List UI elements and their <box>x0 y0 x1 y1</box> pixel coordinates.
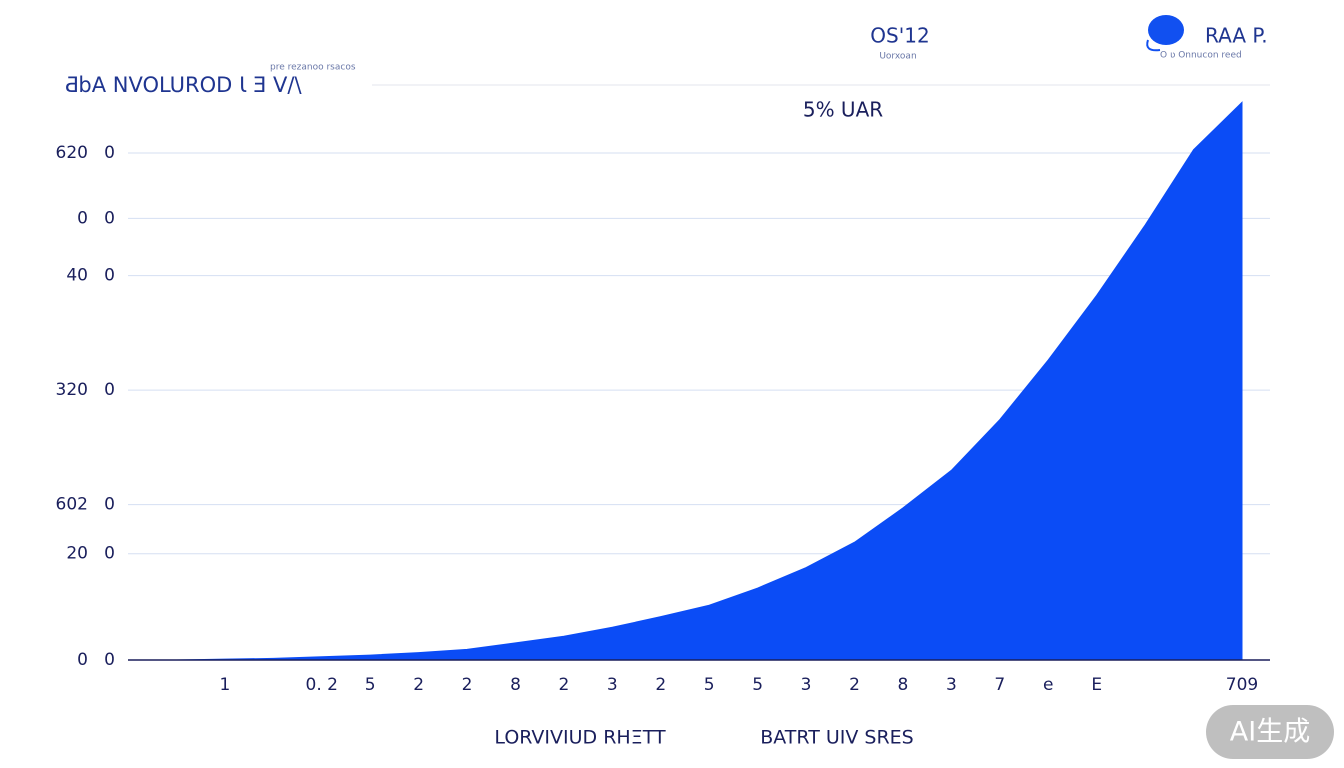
y-tick-label: 0 0 <box>77 208 115 228</box>
chart-title: ƋbA NVOLUROD Ɩ Ǝ V/\ <box>64 73 302 97</box>
brand-logo <box>1148 15 1184 45</box>
header-sublabel: Uorxoan <box>879 52 916 62</box>
x-tick-label: 5 <box>704 675 715 695</box>
brand-name: RAA P. <box>1205 24 1268 48</box>
x-tick-label: E <box>1091 675 1102 695</box>
x-tick-label: 2 <box>558 675 569 695</box>
annotation: 5% UAR <box>803 98 883 122</box>
y-tick-label: 320 0 <box>56 380 115 400</box>
y-tick-label: 602 0 <box>56 495 115 515</box>
watermark-badge <box>1206 705 1334 759</box>
x-tick-label: 2 <box>849 675 860 695</box>
x-tick-label: 3 <box>801 675 812 695</box>
watermark: AI生成 <box>1230 717 1310 748</box>
x-tick-label: e <box>1043 675 1053 695</box>
x-axis-label: BATRT UIV SRES <box>760 727 914 749</box>
x-tick-label: 0. 2 <box>306 675 338 695</box>
x-tick-label: 5 <box>365 675 376 695</box>
x-tick-label: 8 <box>898 675 909 695</box>
y-tick-label: 20 0 <box>66 544 115 564</box>
y-tick-label: 40 0 <box>66 266 115 286</box>
brand-logo-swoosh <box>1146 39 1161 52</box>
area <box>128 101 1243 661</box>
x-tick-label: 2 <box>462 675 473 695</box>
x-tick-label: 709 <box>1226 675 1258 695</box>
x-tick-label: 8 <box>510 675 521 695</box>
x-tick-label: 5 <box>752 675 763 695</box>
x-axis-label: LORVIVIUD RHΞTT <box>494 727 666 749</box>
x-tick-label: 3 <box>946 675 957 695</box>
header-label: OS'12 <box>870 24 929 48</box>
x-tick-label: 7 <box>994 675 1005 695</box>
x-tick-label: 2 <box>655 675 666 695</box>
x-tick-label: 2 <box>413 675 424 695</box>
y-tick-label: 0 0 <box>77 650 115 670</box>
y-tick-label: 620 0 <box>56 143 115 163</box>
brand-sub: O ʋ Onnucon reed <box>1160 51 1242 61</box>
x-tick-label: 1 <box>219 675 230 695</box>
x-tick-label: 3 <box>607 675 618 695</box>
chart-subtitle: pre rezanoo rsacos <box>270 63 356 73</box>
